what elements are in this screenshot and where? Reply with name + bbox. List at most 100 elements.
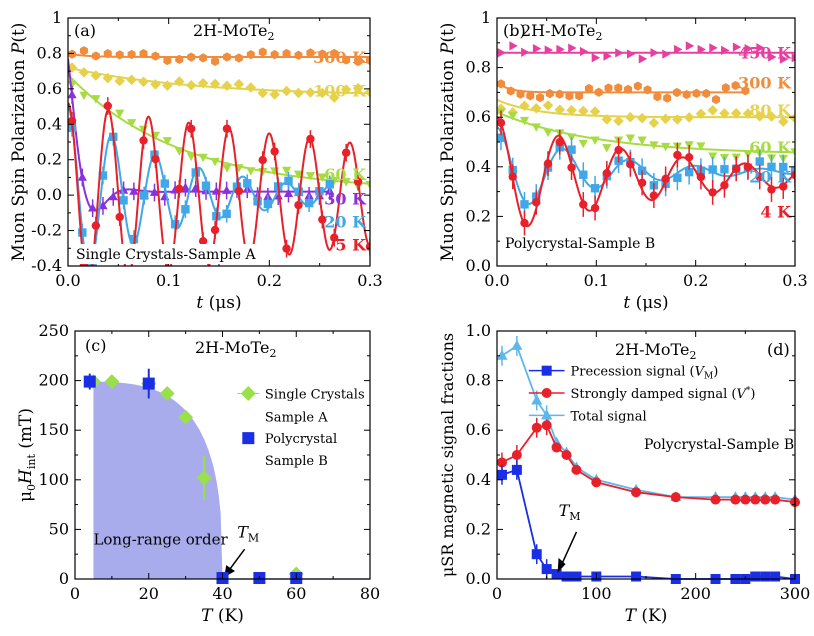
panel-label: (d) [767,340,790,359]
text-span: M [569,510,580,523]
series-label: 20 K [749,168,792,187]
text-span: P [438,42,458,55]
tm-label: TM [237,522,259,544]
y-tick-label: 0.8 [37,43,62,62]
data-point [575,91,584,101]
data-point [637,136,647,145]
panel-a-frame [67,17,371,267]
data-point [731,80,740,91]
data-point [294,187,304,196]
data-point [83,375,96,388]
fit-curve [497,111,795,154]
data-point [519,116,530,126]
data-point [306,48,315,58]
text-span: T [625,606,638,626]
data-point [162,137,172,146]
legend: Precession signal (VM) Strongly damped si… [528,365,755,424]
text-span: int [25,454,38,470]
order-region [93,381,223,579]
series-label: 60 K [324,165,367,184]
data-point [520,200,529,209]
data-point [127,119,137,128]
series-80K [497,98,795,129]
data-point [626,49,636,59]
data-point [304,198,314,208]
text-span: H [16,468,36,485]
data-point [201,181,211,190]
data-point [509,41,518,51]
data-point [142,377,155,390]
data-point [269,89,280,100]
text-span: T [201,606,214,626]
y-tick-label: 100 [38,470,69,489]
data-point [638,54,648,64]
x-tick-label: 0 [492,584,502,603]
data-point [178,409,194,425]
data-point [496,349,508,360]
legend-marker [242,432,255,445]
series-label: 300 K [738,73,792,92]
data-point [211,56,220,66]
data-point [571,464,582,475]
panel-label: (c) [85,336,106,355]
data-point [631,487,642,498]
data-point [222,209,231,218]
x-axis-label: T (K) [201,606,244,626]
data-point [561,450,572,460]
data-point [579,46,589,57]
series-label: 20 K [324,213,367,232]
x-tick-label: 40 [212,584,232,603]
x-tick-label: 0.3 [782,271,807,290]
annotation: Polycrystal-Sample B [505,236,655,252]
y-tick-label: 0.0 [37,185,62,204]
series-4K [497,110,795,236]
data-point [551,569,562,580]
legend-marker [541,365,552,376]
data-point [670,492,681,503]
data-point [103,101,112,111]
legend-label: Single Crystals [265,387,365,402]
y-tick-label: 0 [59,569,69,588]
series-label: 4 K [760,202,792,221]
data-point [496,469,507,480]
series-label: 300 K [313,48,367,67]
legend: Single Crystals Sample A Polycrystal Sample… [237,385,365,469]
data-point [712,94,721,105]
data-point [233,78,245,90]
data-point [648,117,660,129]
data-point [767,162,776,172]
text-span: (μs) [203,293,241,313]
series-total [496,335,801,504]
y-axis-label: μSR magnetic signal fractions [438,333,457,577]
y-tick-label: 0.4 [466,470,491,489]
y-axis-label: Muon Spin Polarization P(t) [9,23,29,262]
data-point [660,113,671,125]
data-point [163,55,172,66]
legend-label: Precession signal (VM) [571,365,719,382]
data-point [663,93,672,103]
data-point [221,80,233,92]
data-point [720,165,729,174]
legend-label: Total signal [571,409,647,424]
data-point [614,83,623,93]
series-label: 100 K [313,82,367,101]
data-point [511,450,522,460]
data-point [604,83,613,93]
data-point [566,105,577,116]
x-axis-label: t (μs) [196,293,241,313]
series-300K [497,79,750,105]
text-span: 0 [25,484,38,491]
data-point [68,62,78,73]
legend-label: Sample A [265,410,328,425]
data-point [662,49,671,59]
data-point [696,142,706,151]
text-span: P [9,42,29,55]
data-point [603,51,612,61]
tm-arrowhead [557,557,566,573]
data-point [496,457,507,468]
data-point [740,494,751,505]
data-point [79,91,89,101]
plot-area [68,46,370,266]
data-point [222,124,232,133]
text-span: t [623,293,630,313]
